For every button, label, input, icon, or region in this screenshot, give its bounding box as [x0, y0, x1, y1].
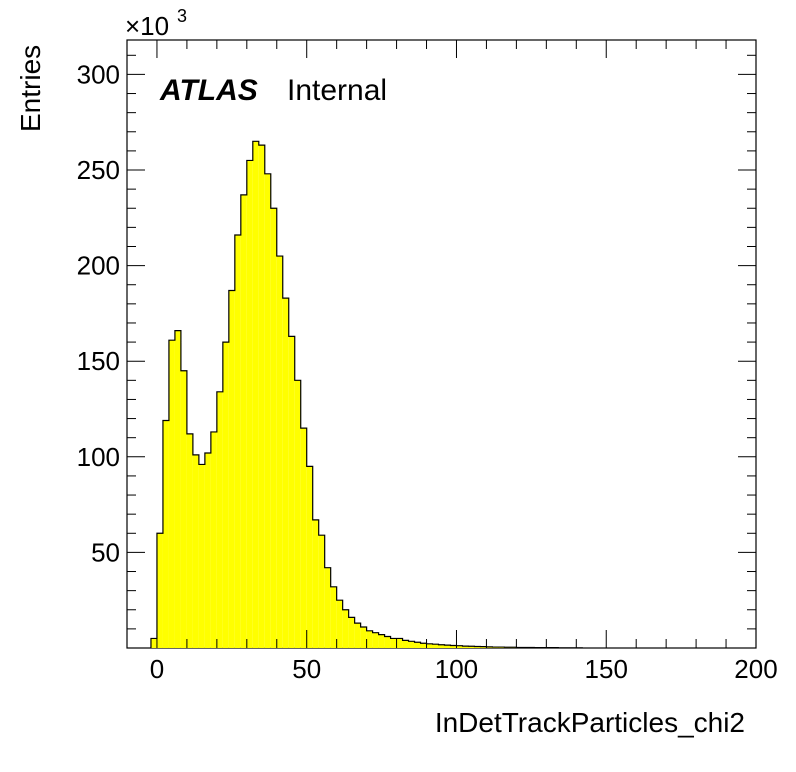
histogram-bin [402, 640, 409, 648]
histogram-bin [336, 600, 343, 648]
histogram-bin [276, 256, 283, 648]
histogram-bin [342, 609, 349, 648]
histogram-bin [462, 646, 469, 648]
histogram-bin [354, 623, 361, 648]
histogram-bin [318, 535, 325, 648]
x-tick-label: 200 [734, 654, 777, 684]
histogram-bin [264, 173, 271, 648]
histogram-bin [174, 330, 181, 648]
axis-ticks [126, 40, 757, 648]
histogram-bin [384, 636, 391, 648]
histogram-bin [240, 194, 247, 648]
histogram-bin [228, 290, 235, 648]
y-tick-labels: 50 100 150 200 250 300 [77, 59, 120, 567]
histogram-bars [150, 141, 583, 649]
histogram-bin [252, 141, 259, 649]
histogram-bin [204, 452, 211, 648]
histogram-bin [312, 519, 319, 648]
histogram-bin [366, 630, 373, 648]
x-tick-label: 150 [585, 654, 628, 684]
histogram-bin [426, 643, 433, 648]
y-multiplier: ×10 [125, 11, 169, 41]
histogram-bin [258, 145, 265, 648]
histogram-bin [288, 336, 295, 648]
histogram-bin [294, 380, 301, 648]
histogram-bin [474, 646, 481, 648]
histogram-bin [156, 533, 163, 648]
histogram-bin [438, 644, 445, 648]
histogram-bin [468, 646, 475, 648]
y-tick-label: 250 [77, 155, 120, 185]
histogram-bin [432, 644, 439, 648]
y-tick-label: 150 [77, 346, 120, 376]
histogram-bin [186, 433, 193, 648]
histogram-bin [162, 420, 169, 648]
x-tick-label: 0 [150, 654, 164, 684]
histogram-bin [372, 632, 379, 648]
histogram-bin [390, 638, 397, 648]
histogram-bin [150, 638, 157, 648]
x-tick-label: 50 [292, 654, 321, 684]
x-tick-labels: 0 50 100 150 200 [150, 654, 778, 684]
histogram-bin [444, 645, 451, 648]
histogram-bin [216, 391, 223, 648]
histogram-bin [348, 617, 355, 648]
histogram-bin [480, 646, 487, 648]
histogram-bin [282, 298, 289, 648]
y-tick-label: 300 [77, 59, 120, 89]
histogram-bin [324, 567, 331, 648]
y-axis-title: Entries [15, 45, 46, 132]
histogram-bin [360, 626, 367, 648]
y-tick-label: 100 [77, 442, 120, 472]
histogram-bin [222, 342, 229, 648]
x-axis-title: InDetTrackParticles_chi2 [435, 707, 745, 738]
histogram-bin [246, 160, 253, 649]
histogram-bin [198, 464, 205, 648]
histogram-bin [180, 370, 187, 648]
histogram-bin [306, 466, 313, 648]
internal-label: Internal [287, 74, 387, 107]
y-tick-label: 50 [91, 537, 120, 567]
histogram-bin [378, 634, 385, 648]
x-tick-label: 100 [435, 654, 478, 684]
histogram-bin [330, 586, 337, 648]
histogram-bin [168, 340, 175, 648]
histogram-bin [408, 641, 415, 648]
histogram-bin [192, 454, 199, 648]
histogram-bin [450, 645, 457, 648]
histogram-bin [396, 638, 403, 648]
histogram-bin [300, 428, 307, 648]
histogram-bin [414, 642, 421, 648]
histogram-bin [234, 235, 241, 649]
histogram-bin [270, 208, 277, 648]
histogram-bin [420, 643, 427, 648]
y-tick-label: 200 [77, 251, 120, 281]
atlas-label: ATLAS [159, 74, 258, 107]
y-multiplier-exponent: 3 [177, 6, 187, 26]
histogram-bin [456, 645, 463, 648]
histogram-bin [210, 431, 217, 648]
